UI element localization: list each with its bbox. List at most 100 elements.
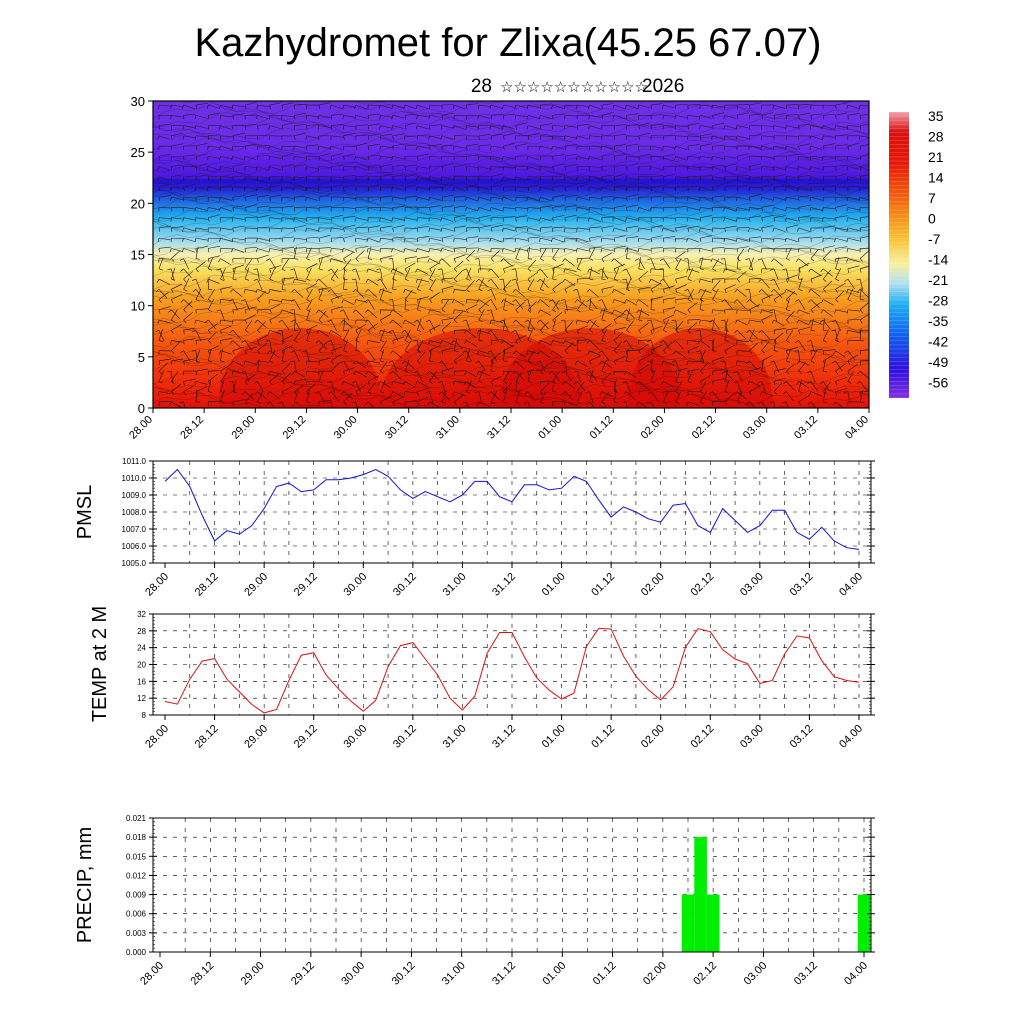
contour-line-0 [153, 393, 869, 408]
wind-barb-1674 [835, 155, 848, 161]
wind-barb-1603 [808, 268, 821, 276]
wind-barb-668 [425, 319, 436, 331]
wind-barb-664 [429, 349, 434, 362]
wind-barb-1250 [663, 196, 676, 202]
wind-barb-948 [538, 217, 552, 222]
wind-barb-1126 [613, 235, 626, 243]
wind-barb-1183 [638, 256, 643, 270]
wind-barb-1295 [687, 345, 700, 355]
wind-barb-1356 [708, 340, 714, 353]
wind-barb-1707 [847, 125, 860, 130]
wind-barb-49 [171, 207, 184, 212]
wind-barb-1200 [647, 401, 655, 408]
wind-barb-1694 [846, 258, 860, 263]
wind-barb-422 [327, 381, 335, 394]
heatmap-x-tick-label-8: 01.00 [536, 414, 564, 442]
p3-y-tick-label-6: 0.018 [126, 833, 147, 842]
wind-barb-86 [182, 135, 196, 140]
wind-barb-1384 [720, 360, 727, 373]
wind-barb-487 [355, 323, 367, 334]
wind-barb-1712 [856, 381, 868, 392]
wind-barb-557 [380, 225, 393, 232]
wind-barb-127 [207, 323, 219, 334]
wind-barb-1244 [659, 258, 671, 269]
wind-barb-802 [478, 176, 491, 181]
wind-barb-152 [220, 371, 228, 384]
wind-barb-327 [281, 122, 294, 130]
wind-barb-692 [437, 381, 446, 393]
wind-barb-386 [305, 135, 319, 140]
wind-barb-1036 [575, 237, 589, 243]
wind-barb-1105 [600, 145, 614, 150]
wind-barb-895 [515, 143, 528, 151]
wind-barb-905 [526, 350, 540, 355]
p2-x-tick-label-7: 31.12 [490, 723, 518, 751]
wind-barb-740 [453, 195, 467, 202]
wind-barb-1549 [785, 207, 799, 212]
wind-barb-934 [536, 360, 546, 372]
wind-barb-1394 [720, 258, 727, 271]
wind-barb-973 [552, 263, 564, 273]
wind-barb-1397 [724, 225, 737, 232]
wind-barb-590 [391, 196, 405, 202]
pmsl-panel: 1005.01006.01007.01008.01009.01010.01011… [74, 457, 875, 599]
wind-barb-1286 [675, 135, 688, 140]
precip-x-axis: 28.00 28.12 29.00 29.12 30.00 30.12 31.00 31.12… [138, 952, 870, 988]
wind-barb-470 [342, 196, 356, 202]
wind-barb-112 [195, 174, 208, 181]
wind-barb-780 [476, 401, 490, 408]
wind-barb-1375 [712, 145, 725, 151]
wind-barb-528 [367, 217, 381, 222]
wind-barb-258 [257, 215, 270, 222]
wind-barb-1210 [650, 296, 663, 304]
wind-barb-518 [364, 319, 376, 330]
wind-barb-1626 [822, 329, 829, 343]
wind-barb-998 [560, 319, 567, 332]
wind-barb-912 [527, 271, 538, 283]
wind-barb-1256 [663, 135, 676, 140]
wind-barb-963 [549, 370, 560, 382]
wind-barb-364 [305, 360, 319, 365]
contour-line-33 [153, 170, 869, 190]
wind-barb-1413 [733, 370, 743, 383]
wind-barb-721 [452, 391, 466, 397]
wind-barb-1697 [846, 227, 860, 232]
wind-barb-888 [515, 215, 528, 222]
wind-barb-1277 [675, 225, 688, 232]
wind-barb-1174 [638, 355, 650, 365]
wind-barb-1565 [794, 350, 801, 363]
wind-barb-275 [267, 350, 280, 358]
wind-barb-719 [441, 104, 454, 110]
wind-barb-332 [294, 378, 307, 386]
wind-barb-1676 [835, 134, 848, 140]
wind-barb-754 [466, 349, 471, 363]
wind-barb-742 [453, 176, 467, 181]
wind-barb-1337 [699, 227, 713, 232]
wind-barb-300 [278, 401, 285, 408]
wind-barb-1372 [711, 176, 725, 181]
wind-barb-20 [158, 195, 171, 202]
wind-barb-1376 [711, 135, 725, 140]
wind-barb-408 [317, 217, 331, 222]
wind-barb-1362 [712, 278, 725, 284]
wind-barb-1400 [724, 196, 737, 202]
wind-barb-797 [478, 225, 491, 232]
wind-barb-1075 [588, 145, 602, 151]
wind-barb-1175 [638, 343, 649, 355]
wind-barb-175 [219, 145, 233, 150]
wind-barb-1515 [773, 248, 787, 253]
wind-barb-841 [503, 382, 512, 395]
wind-barb-1343 [699, 166, 713, 171]
wind-barb-653 [416, 166, 430, 171]
wind-barb-240 [257, 390, 263, 404]
wind-barb-818 [489, 319, 503, 324]
wind-barb-545 [380, 340, 387, 354]
wind-barb-468 [343, 215, 356, 222]
wind-barb-450 [343, 393, 353, 405]
wind-barb-1028 [575, 319, 589, 324]
wind-barb-862 [501, 176, 515, 181]
wind-barb-280 [268, 299, 282, 304]
p1-x-tick-label-2: 29.00 [242, 571, 270, 599]
wind-barb-1410 [736, 390, 743, 404]
wind-barb-543 [380, 361, 388, 374]
